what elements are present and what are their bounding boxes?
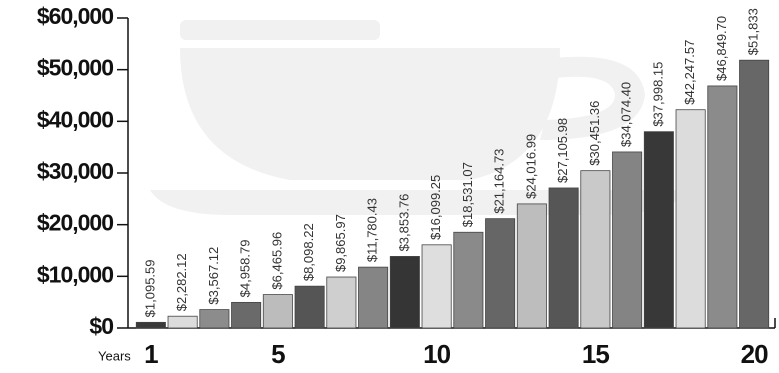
value-label: $9,865.97 <box>333 214 348 272</box>
y-tick-label: $10,000 <box>37 261 113 287</box>
value-label: $34,074.40 <box>619 82 634 147</box>
value-label: $21,164.73 <box>492 149 507 214</box>
bar <box>485 218 516 329</box>
value-label: $8,098.22 <box>301 223 316 281</box>
y-tick-label: $60,000 <box>37 3 113 29</box>
bar <box>135 321 166 329</box>
x-tick-label: 15 <box>582 339 609 369</box>
bar <box>199 309 230 329</box>
value-label: $37,998.15 <box>650 62 665 127</box>
bar <box>167 315 198 329</box>
bar <box>262 294 293 329</box>
bar <box>389 256 420 329</box>
bar <box>516 203 547 329</box>
bar <box>453 231 484 329</box>
value-label: $30,451.36 <box>587 101 602 166</box>
y-tick-label: $30,000 <box>37 158 113 184</box>
bar <box>580 170 611 329</box>
x-axis-label: Years <box>98 348 131 363</box>
x-tick-label: 20 <box>741 339 768 369</box>
value-label: $51,833 <box>746 8 761 55</box>
bar <box>707 85 738 329</box>
value-label: $3,567.12 <box>206 247 221 305</box>
bar <box>643 131 674 329</box>
bar <box>326 276 357 329</box>
bar <box>294 285 325 329</box>
value-label: $16,099.25 <box>428 175 443 240</box>
value-label: $27,105.98 <box>555 118 570 183</box>
value-label: $18,531.07 <box>460 162 475 227</box>
value-label: $46,849.70 <box>714 16 729 81</box>
bar <box>675 109 706 329</box>
x-tick-label: 1 <box>144 339 158 369</box>
value-label: $42,247.57 <box>682 40 697 105</box>
x-tick-label: 10 <box>423 339 450 369</box>
bar <box>358 266 389 329</box>
value-label: $6,465.96 <box>269 232 284 290</box>
y-tick-label: $40,000 <box>37 106 113 132</box>
value-label: $3,853.76 <box>396 194 411 252</box>
x-tick-label: 5 <box>271 339 285 369</box>
bar <box>548 187 579 329</box>
value-label: $11,780.43 <box>365 198 380 262</box>
value-label: $4,958.79 <box>238 240 253 298</box>
value-label: $2,282.12 <box>174 253 189 311</box>
y-tick-label: $50,000 <box>37 55 113 81</box>
y-tick-label: $20,000 <box>37 210 113 236</box>
bar <box>421 244 452 329</box>
value-label: $24,016.99 <box>523 134 538 199</box>
bar <box>739 59 770 329</box>
y-tick-label: $0 <box>89 313 113 339</box>
bar <box>612 151 643 329</box>
value-label: $1,095.59 <box>142 259 157 317</box>
bar <box>231 301 262 329</box>
